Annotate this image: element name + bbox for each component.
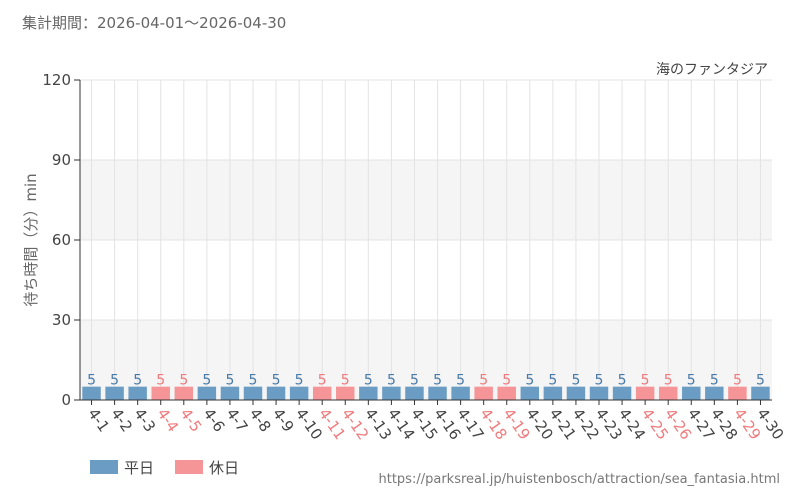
x-tick-label-4-6: 4-6 [200, 405, 229, 435]
value-label-4-30: 5 [756, 373, 765, 389]
value-label-4-18: 5 [479, 373, 488, 389]
y-tick-label: 120 [42, 71, 71, 89]
legend-holiday-swatch [175, 460, 203, 474]
x-tick-label-4-4: 4-4 [153, 405, 182, 435]
value-label-4-12: 5 [341, 373, 350, 389]
y-tick-label: 60 [52, 231, 71, 249]
grid-band [80, 320, 772, 400]
legend-weekday-label: 平日 [124, 458, 155, 477]
value-label-4-1: 5 [87, 373, 96, 389]
bar-4-12 [336, 386, 355, 400]
value-label-4-29: 5 [733, 373, 742, 389]
bar-4-15 [405, 386, 424, 400]
x-tick-label-4-8: 4-8 [246, 405, 275, 435]
value-label-4-7: 5 [225, 373, 234, 389]
bar-4-22 [566, 386, 586, 400]
value-label-4-2: 5 [110, 373, 119, 389]
bar-4-18 [474, 386, 493, 400]
bar-4-3 [128, 386, 147, 400]
bar-4-26 [658, 386, 678, 400]
bar-4-2 [105, 386, 124, 400]
value-label-4-28: 5 [710, 373, 719, 389]
value-label-4-10: 5 [295, 373, 304, 389]
bar-4-23 [589, 386, 609, 400]
bar-4-11 [312, 386, 332, 400]
value-label-4-22: 5 [571, 373, 580, 389]
bar-4-30 [751, 386, 770, 400]
legend-holiday-label: 休日 [209, 458, 240, 477]
value-label-4-21: 5 [548, 373, 557, 389]
value-label-4-9: 5 [272, 373, 281, 389]
value-label-4-24: 5 [618, 373, 627, 389]
value-label-4-26: 5 [664, 373, 673, 389]
legend-weekday-swatch [90, 460, 118, 474]
bar-4-20 [520, 386, 540, 400]
bar-4-29 [728, 386, 747, 400]
value-label-4-6: 5 [202, 373, 211, 389]
bar-4-4 [151, 386, 170, 400]
x-tick-label-4-7: 4-7 [223, 405, 252, 435]
bar-4-28 [705, 386, 724, 400]
x-tick-label-4-9: 4-9 [269, 405, 298, 435]
value-label-4-11: 5 [318, 373, 327, 389]
value-label-4-4: 5 [156, 373, 165, 389]
x-tick-label-4-5: 4-5 [177, 405, 206, 435]
bar-4-25 [635, 386, 655, 400]
bar-4-8 [243, 386, 263, 400]
bar-4-6 [197, 386, 217, 400]
value-label-4-19: 5 [502, 373, 511, 389]
bar-4-9 [266, 386, 286, 400]
bar-4-21 [543, 386, 563, 400]
bar-4-14 [382, 386, 401, 400]
value-label-4-16: 5 [433, 373, 442, 389]
bar-4-1 [82, 386, 101, 400]
value-label-4-27: 5 [687, 373, 696, 389]
value-label-4-5: 5 [179, 373, 188, 389]
value-label-4-25: 5 [641, 373, 650, 389]
bar-4-19 [497, 386, 516, 400]
value-label-4-3: 5 [133, 373, 142, 389]
value-label-4-13: 5 [364, 373, 373, 389]
bar-4-17 [451, 386, 470, 400]
series-label: 海のファンタジア [656, 62, 768, 78]
source-url: https://parksreal.jp/huistenbosch/attrac… [378, 472, 781, 487]
grid-band [80, 160, 772, 240]
x-tick-label-4-1: 4-1 [84, 405, 113, 435]
x-tick-label-4-2: 4-2 [107, 405, 136, 435]
value-label-4-17: 5 [456, 373, 465, 389]
value-label-4-14: 5 [387, 373, 396, 389]
bar-4-7 [220, 386, 240, 400]
bar-4-5 [174, 386, 194, 400]
y-tick-label: 0 [61, 391, 71, 409]
legend-holiday: 休日 [175, 458, 240, 477]
value-label-4-20: 5 [525, 373, 534, 389]
y-tick-label: 30 [52, 311, 71, 329]
bar-4-13 [359, 386, 378, 400]
x-tick-label-4-3: 4-3 [130, 405, 159, 435]
legend-weekday: 平日 [90, 458, 155, 477]
value-label-4-23: 5 [595, 373, 604, 389]
value-label-4-15: 5 [410, 373, 419, 389]
y-axis-label: 待ち時間（分）min [22, 173, 40, 306]
bar-4-27 [682, 386, 701, 400]
bar-4-24 [612, 386, 632, 400]
bar-4-10 [289, 386, 309, 400]
period-label: 集計期間：2026-04-01～2026-04-30 [22, 14, 287, 32]
y-tick-label: 90 [52, 151, 71, 169]
bar-4-16 [428, 386, 447, 400]
value-label-4-8: 5 [249, 373, 258, 389]
